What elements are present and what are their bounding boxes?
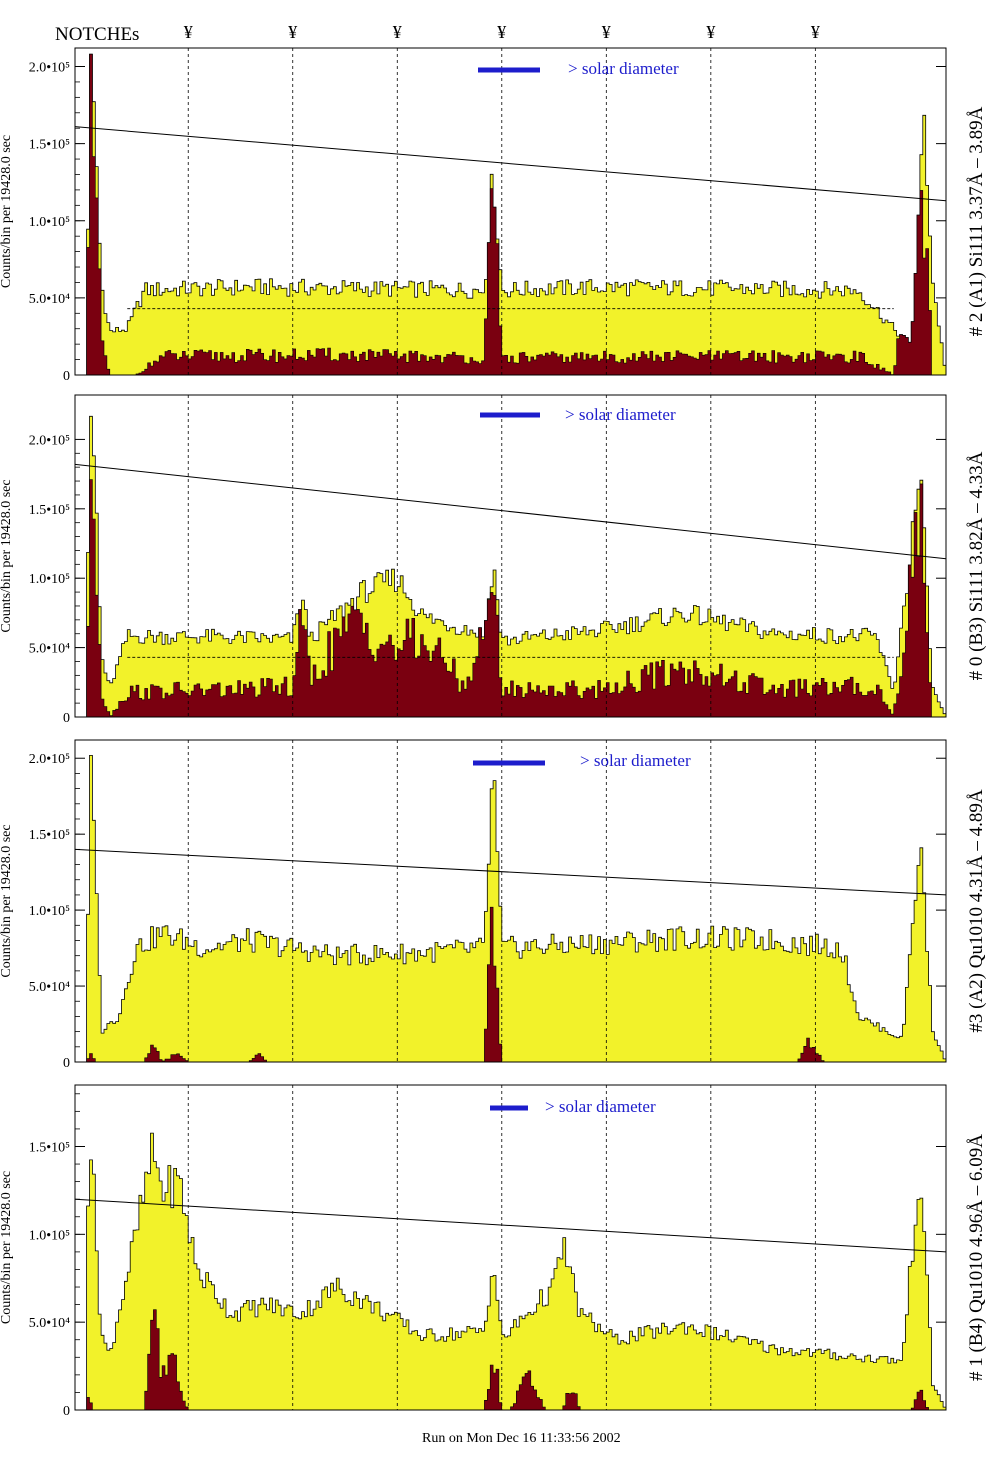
plot-frame bbox=[74, 47, 947, 376]
y-tick-label: 2.0•10⁵ bbox=[29, 752, 70, 767]
plot-frame bbox=[74, 394, 947, 718]
y-axis-label: Counts/bin per 19428.0 sec bbox=[0, 824, 14, 977]
y-axis-label: Counts/bin per 19428.0 sec bbox=[0, 135, 14, 288]
notch-marker-5: ¥ bbox=[602, 22, 611, 42]
y-axis-label: Counts/bin per 19428.0 sec bbox=[0, 479, 14, 632]
total-counts-histogram bbox=[75, 755, 947, 1063]
selected-counts-histogram bbox=[75, 479, 946, 718]
y-tick-label: 0 bbox=[63, 1056, 70, 1071]
y-tick-label: 1.0•10⁵ bbox=[29, 572, 70, 587]
y-tick-label: 0 bbox=[63, 1404, 70, 1419]
trend-line bbox=[74, 1198, 947, 1253]
y-tick-label: 1.0•10⁵ bbox=[29, 904, 70, 919]
legend-text: > solar diameter bbox=[580, 751, 691, 770]
panel-label: #3 (A2) Qu1010 4.31Å – 4.89Å bbox=[966, 789, 987, 1033]
y-tick-label: 1.5•10⁵ bbox=[29, 1140, 70, 1155]
y-tick-label: 5.0•10⁴ bbox=[29, 642, 70, 657]
plot-frame bbox=[74, 739, 947, 1063]
notch-marker-1: ¥ bbox=[184, 22, 193, 42]
panel-label: # 0 (B3) Si111 3.82Å – 4.33Å bbox=[966, 451, 987, 680]
trend-line bbox=[74, 848, 947, 896]
trend-line bbox=[74, 463, 947, 560]
total-counts-histogram bbox=[75, 1132, 947, 1411]
trend-line bbox=[74, 126, 947, 202]
y-tick-label: 5.0•10⁴ bbox=[29, 980, 70, 995]
y-axis-label: Counts/bin per 19428.0 sec bbox=[0, 1171, 14, 1324]
y-tick-label: 5.0•10⁴ bbox=[29, 292, 70, 307]
panel-label: # 2 (A1) Si111 3.37Å – 3.89Å bbox=[966, 106, 987, 336]
y-tick-label: 1.5•10⁵ bbox=[29, 503, 70, 518]
plot-frame bbox=[74, 1084, 947, 1411]
y-tick-label: 0 bbox=[63, 369, 70, 384]
y-tick-label: 2.0•10⁵ bbox=[29, 61, 70, 76]
panel-label: # 1 (B4) Qu1010 4.96Å – 6.09Å bbox=[966, 1134, 987, 1381]
panel-2: 0 5.0•10⁴ 1.0•10⁵ 1.5•10⁵ 2.0•10⁵ Counts/bin … bbox=[0, 394, 987, 726]
notch-marker-2: ¥ bbox=[288, 22, 297, 42]
panel-4: 0 5.0•10⁴ 1.0•10⁵ 1.5•10⁵ Counts/bin per 194… bbox=[0, 1084, 987, 1419]
legend-text: > solar diameter bbox=[545, 1097, 656, 1116]
notch-marker-7: ¥ bbox=[811, 22, 820, 42]
y-tick-label: 2.0•10⁵ bbox=[29, 433, 70, 448]
y-tick-label: 1.0•10⁵ bbox=[29, 215, 70, 230]
notch-marker-6: ¥ bbox=[706, 22, 715, 42]
notch-marker-4: ¥ bbox=[497, 22, 506, 42]
run-stamp: Run on Mon Dec 16 11:33:56 2002 bbox=[422, 1431, 621, 1446]
y-tick-label: 0 bbox=[63, 711, 70, 726]
panel-3: 0 5.0•10⁴ 1.0•10⁵ 1.5•10⁵ 2.0•10⁵ Counts/bin … bbox=[0, 739, 987, 1071]
legend-text: > solar diameter bbox=[565, 405, 676, 424]
y-tick-label: 1.5•10⁵ bbox=[29, 138, 70, 153]
total-counts-histogram bbox=[75, 415, 947, 718]
panel-1: 0 5.0•10⁴ 1.0•10⁵ 1.5•10⁵ 2.0•10⁵ Counts/bin … bbox=[0, 47, 987, 384]
notch-marker-3: ¥ bbox=[393, 22, 402, 42]
y-tick-label: 5.0•10⁴ bbox=[29, 1316, 70, 1331]
legend-text: > solar diameter bbox=[568, 59, 679, 78]
y-tick-label: 1.0•10⁵ bbox=[29, 1228, 70, 1243]
y-tick-label: 1.5•10⁵ bbox=[29, 828, 70, 843]
notches-label: NOTCHEs bbox=[55, 24, 139, 45]
selected-counts-histogram bbox=[75, 53, 946, 376]
